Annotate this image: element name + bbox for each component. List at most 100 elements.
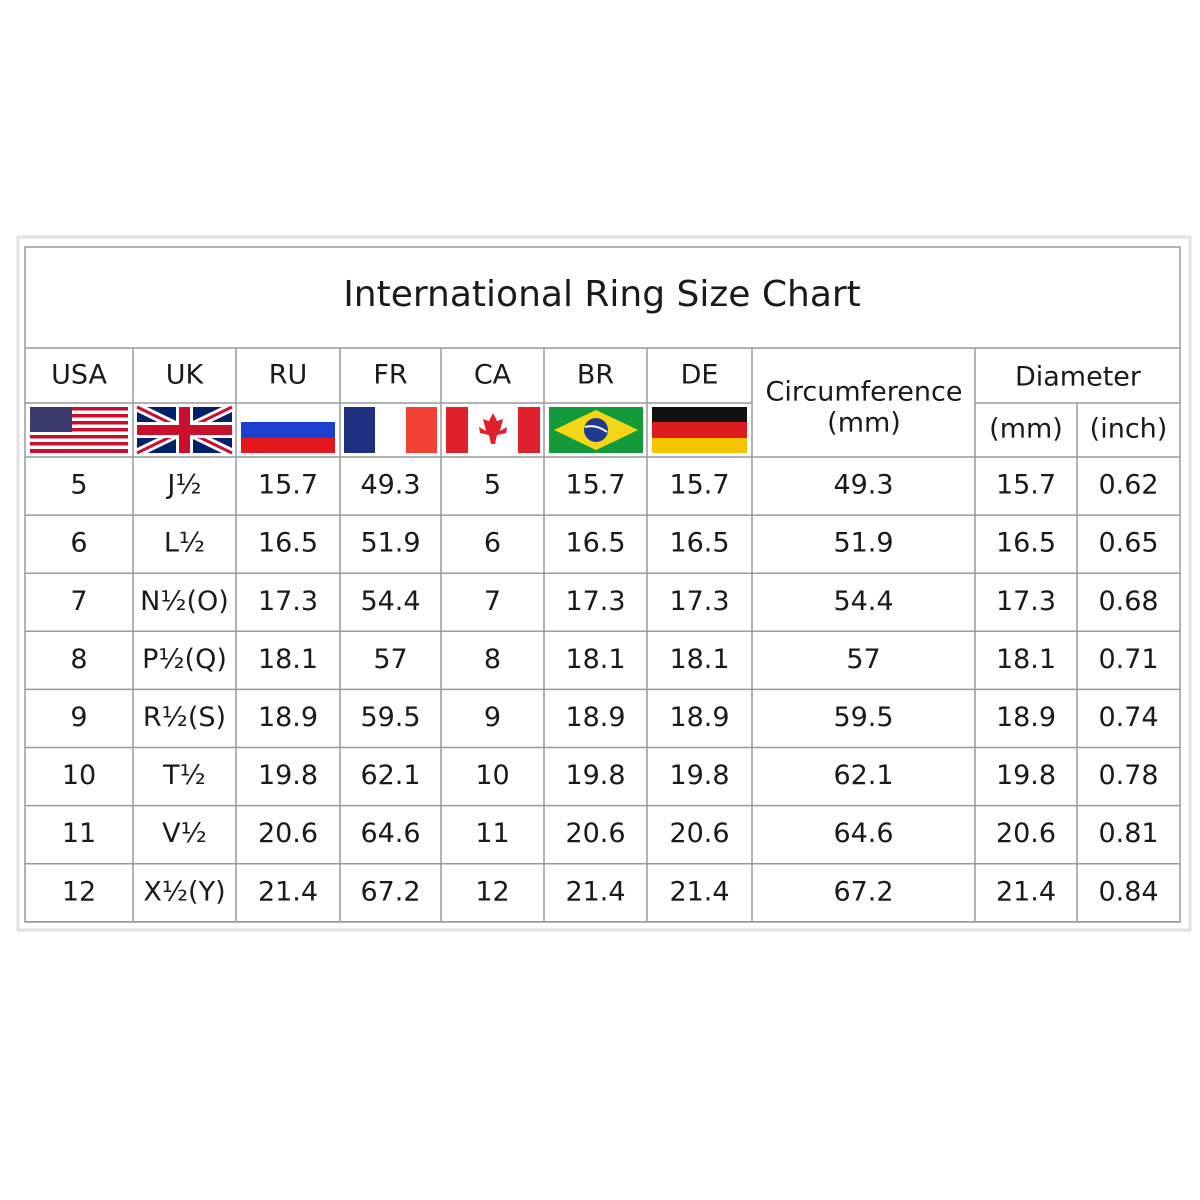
column-header: Diameter [1015,362,1142,393]
table-cell: T½ [162,760,206,791]
table-cell: 7 [70,586,87,617]
table-cell: 59.5 [360,702,420,733]
table-cell: 18.9 [669,702,729,733]
table-cell: N½(O) [140,586,229,617]
table-cell: 5 [484,470,501,501]
table-cell: 6 [484,528,501,559]
table-cell: 0.71 [1098,644,1158,675]
flag-uk [135,402,234,458]
table-cell: R½(S) [143,702,226,733]
table-cell: 54.4 [360,586,420,617]
table-cell: 19.8 [565,760,625,791]
outer-frame [16,235,1192,932]
table-cell: 0.81 [1098,818,1158,849]
table-cell: L½ [164,528,205,559]
table-cell: 59.5 [833,702,893,733]
table-cell: 16.5 [996,528,1056,559]
table-cell: V½ [162,818,207,849]
table-cell: 10 [62,760,96,791]
table-cell: 19.8 [669,760,729,791]
table-cell: 16.5 [258,528,318,559]
table-cell: 64.6 [833,818,893,849]
column-header: FR [373,360,407,391]
table-cell: 18.1 [258,644,318,675]
table-cell: 11 [475,818,509,849]
table-cell: 17.3 [258,586,318,617]
table-cell: 20.6 [565,818,625,849]
table-cell: 16.5 [669,528,729,559]
table-cell: 20.6 [996,818,1056,849]
column-unit: (mm) [827,408,901,439]
table-cell: 18.9 [258,702,318,733]
flag-russia [241,407,335,453]
table-cell: 8 [70,644,87,675]
table-cell: 18.1 [669,644,729,675]
table-cell: 10 [475,760,509,791]
table-cell: 5 [70,470,87,501]
table-cell: 18.1 [565,644,625,675]
table-cell: 21.4 [996,876,1056,907]
table-cell: 62.1 [833,760,893,791]
table-cell: 18.9 [565,702,625,733]
column-header: DE [681,360,719,391]
table-cell: 67.2 [360,876,420,907]
table-cell: 12 [62,876,96,907]
flags [30,402,747,458]
column-header: CA [474,360,512,391]
column-unit: (inch) [1090,414,1168,445]
table-cell: 15.7 [996,470,1056,501]
table-cell: 0.65 [1098,528,1158,559]
table-cell: 19.8 [996,760,1056,791]
table-cell: 16.5 [565,528,625,559]
table-cell: 57 [846,644,880,675]
table-cell: 15.7 [669,470,729,501]
table-cell: 11 [62,818,96,849]
column-header: UK [166,360,205,391]
table-cell: 8 [484,644,501,675]
table-cell: 51.9 [360,528,420,559]
table-cell: 9 [70,702,87,733]
table-cell: 17.3 [669,586,729,617]
table-cell: 18.9 [996,702,1056,733]
column-header: BR [577,360,614,391]
table-cell: 17.3 [565,586,625,617]
flag-canada [446,407,540,453]
table-cell: 20.6 [669,818,729,849]
table-cell: P½(Q) [142,644,227,675]
table-cell: 0.84 [1098,876,1158,907]
table-cell: 17.3 [996,586,1056,617]
table-cell: 0.74 [1098,702,1158,733]
table-cell: 49.3 [833,470,893,501]
table-cell: J½ [165,470,201,501]
flag-brazil [549,407,643,453]
table-cell: 0.68 [1098,586,1158,617]
table-cell: 49.3 [360,470,420,501]
table-cell: 64.6 [360,818,420,849]
table-cell: 6 [70,528,87,559]
table-cell: 19.8 [258,760,318,791]
column-header: Circumference [766,377,963,408]
table-cell: 15.7 [258,470,318,501]
flag-germany [652,407,747,453]
table-cell: 9 [484,702,501,733]
table-cell: 7 [484,586,501,617]
table-cell: 67.2 [833,876,893,907]
flag-france [344,407,437,453]
table-cell: 54.4 [833,586,893,617]
table-cell: 21.4 [669,876,729,907]
flag-usa [30,407,128,453]
table-cell: 15.7 [565,470,625,501]
table-cell: 21.4 [258,876,318,907]
table-cell: 62.1 [360,760,420,791]
table-cell: X½(Y) [143,876,225,907]
column-unit: (mm) [989,414,1063,445]
column-header: USA [51,360,107,391]
column-header: RU [269,360,308,391]
table-cell: 57 [373,644,407,675]
table-cell: 0.62 [1098,470,1158,501]
table-cell: 18.1 [996,644,1056,675]
table-cell: 21.4 [565,876,625,907]
table-cell: 51.9 [833,528,893,559]
